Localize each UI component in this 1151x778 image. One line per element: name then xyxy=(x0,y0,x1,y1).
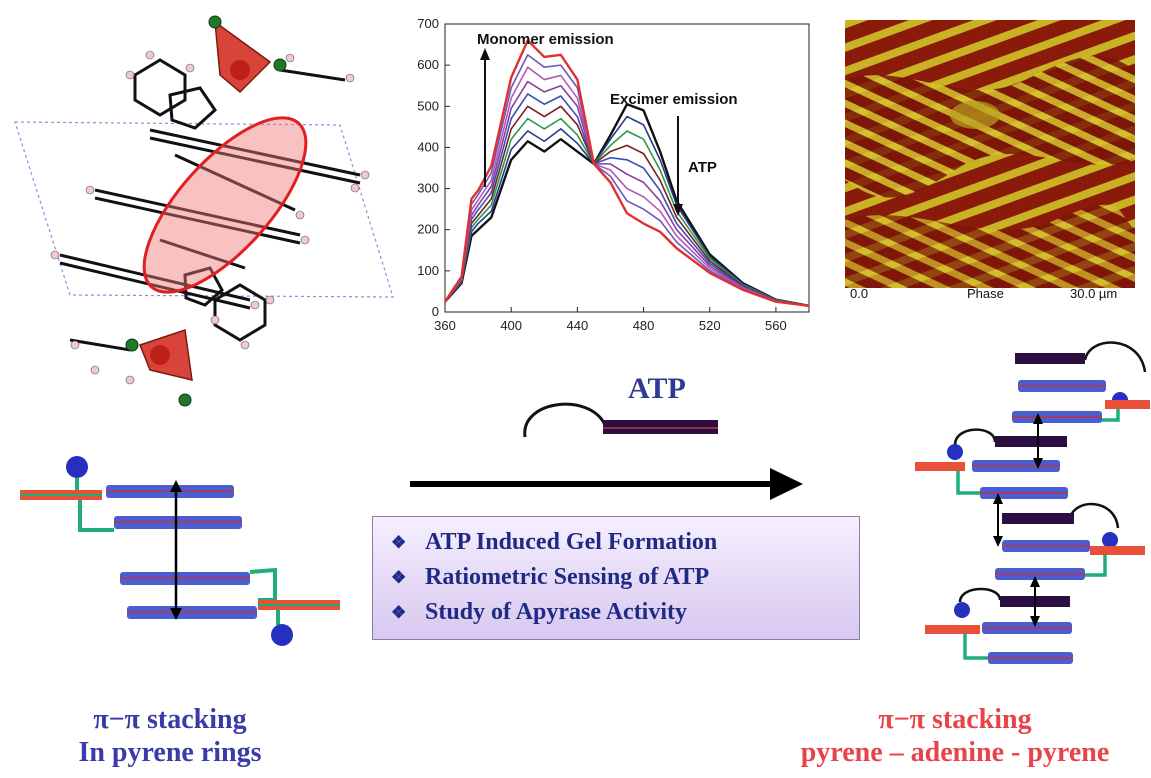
crystal-structure xyxy=(14,15,394,407)
stacking-highlight xyxy=(142,116,308,294)
feature-box: ❖ ATP Induced Gel Formation ❖ Ratiometri… xyxy=(372,516,860,640)
diamond-bullet-icon: ❖ xyxy=(391,567,407,587)
afm-scale-start: 0.0 xyxy=(850,286,869,301)
x-axis-ticks: 360 400 440 480 520 560 xyxy=(434,307,787,333)
x-tick-label: 440 xyxy=(567,318,589,333)
diamond-bullet-icon: ❖ xyxy=(391,602,407,622)
diamond-bullet-icon: ❖ xyxy=(391,532,407,552)
spectrum-series-4 xyxy=(444,105,810,307)
phosphate-top xyxy=(214,20,272,94)
atp-label: ATP xyxy=(628,372,686,405)
caption-left: π−π stacking In pyrene rings xyxy=(40,703,300,769)
feature-label: Study of Apyrase Activity xyxy=(425,599,688,625)
y-tick-label: 500 xyxy=(417,98,439,113)
caption-right: π−π stacking pyrene – adenine - pyrene xyxy=(760,703,1150,769)
x-tick-label: 480 xyxy=(633,318,655,333)
feature-item-apyrase: ❖ Study of Apyrase Activity xyxy=(391,595,859,630)
spectrum-series-3 xyxy=(444,117,810,307)
feature-label: ATP Induced Gel Formation xyxy=(425,529,718,555)
left-stacking-schematic xyxy=(20,456,340,646)
feature-item-gel: ❖ ATP Induced Gel Formation xyxy=(391,525,859,560)
feature-label: Ratiometric Sensing of ATP xyxy=(425,564,710,590)
x-tick-label: 400 xyxy=(500,318,522,333)
y-tick-label: 400 xyxy=(417,139,439,154)
x-tick-label: 560 xyxy=(765,318,787,333)
spectrum-series-9 xyxy=(443,39,810,308)
x-tick-label: 520 xyxy=(699,318,721,333)
spectrum-series-1 xyxy=(444,103,810,308)
atp-annotation-label: ATP xyxy=(688,159,717,176)
spectrum-series-5 xyxy=(444,93,810,307)
caption-right-line2: pyrene – adenine - pyrene xyxy=(800,737,1110,768)
right-stacking-schematic xyxy=(915,341,1150,664)
y-axis-ticks: 0 100 200 300 400 500 600 700 xyxy=(417,16,450,319)
excimer-emission-label: Excimer emission xyxy=(610,91,738,108)
hydrogen-atoms xyxy=(50,50,370,385)
x-tick-label: 360 xyxy=(434,318,456,333)
y-tick-label: 100 xyxy=(417,263,439,278)
y-tick-label: 200 xyxy=(417,222,439,237)
stacked-molecules xyxy=(59,58,361,352)
afm-scale-end: 30.0 µm xyxy=(1070,286,1118,301)
caption-right-line1: π−π stacking xyxy=(878,704,1032,735)
emission-spectrum-chart: 0 100 200 300 400 500 600 700 360 400 440 480 520 56… xyxy=(417,16,810,333)
atp-molecule-icon xyxy=(523,402,718,438)
spectrum-series-6 xyxy=(444,80,810,307)
caption-left-line2: In pyrene rings xyxy=(78,737,262,768)
unit-cell xyxy=(14,121,394,298)
caption-left-line1: π−π stacking xyxy=(93,704,247,735)
monomer-emission-label: Monomer emission xyxy=(477,31,614,48)
y-tick-label: 600 xyxy=(417,57,439,72)
spectrum-series-7 xyxy=(444,66,810,307)
chart-series xyxy=(443,39,810,308)
y-tick-label: 0 xyxy=(432,304,439,319)
y-tick-label: 700 xyxy=(417,16,439,31)
afm-phase-image xyxy=(845,20,1135,288)
y-tick-label: 300 xyxy=(417,181,439,196)
spectrum-series-2 xyxy=(444,115,810,307)
afm-phase-label: Phase xyxy=(967,286,1004,301)
feature-item-sensing: ❖ Ratiometric Sensing of ATP xyxy=(391,560,859,595)
